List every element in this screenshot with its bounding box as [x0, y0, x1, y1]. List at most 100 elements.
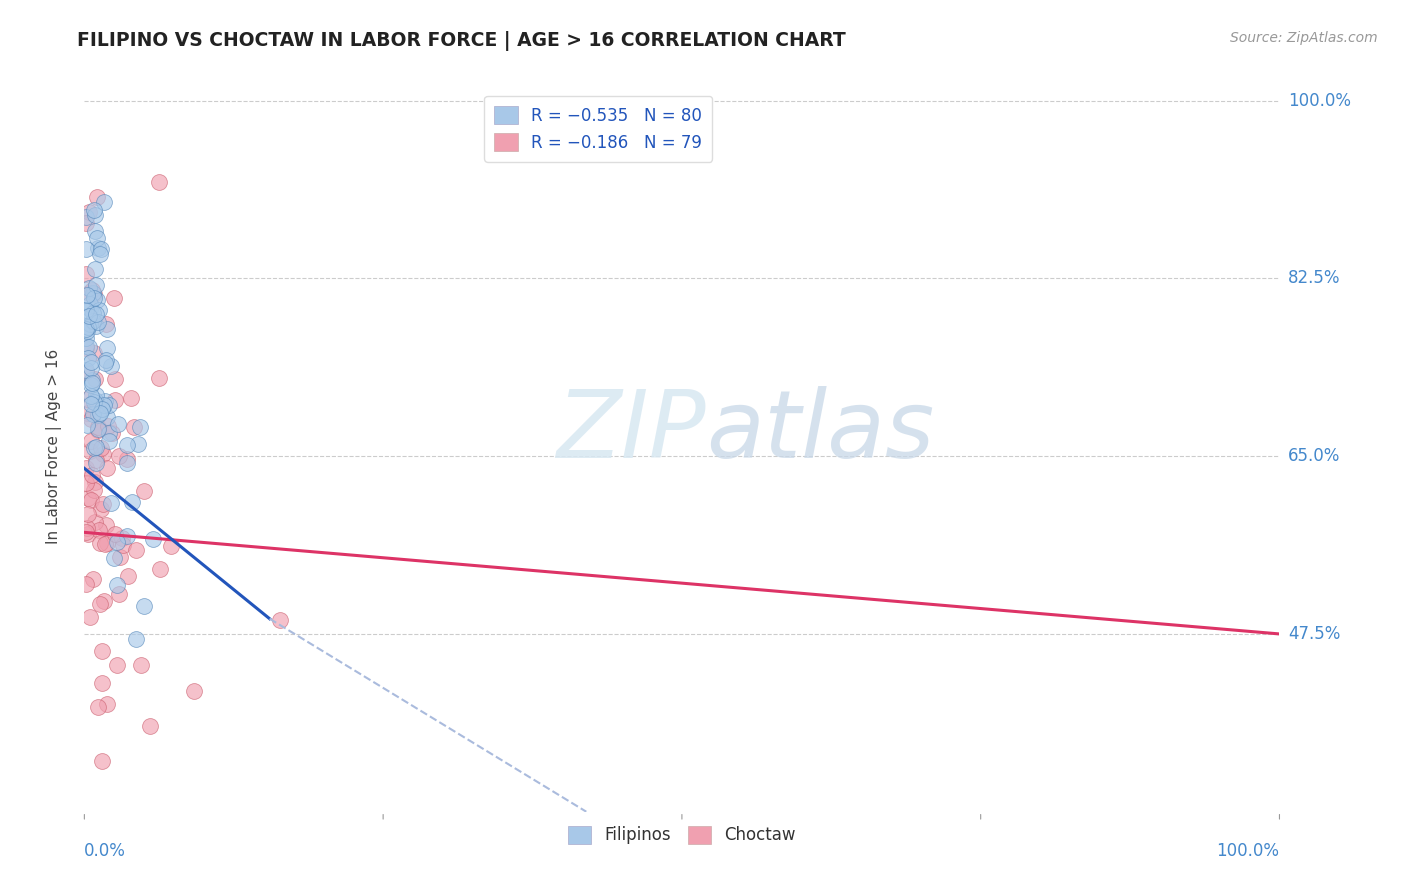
Point — [87, 241, 110, 255]
Point — [96, 341, 118, 355]
Point — [82, 313, 104, 327]
Point — [84, 475, 107, 490]
Point — [79, 297, 101, 311]
Point — [93, 393, 115, 408]
Text: In Labor Force | Age > 16: In Labor Force | Age > 16 — [46, 349, 62, 543]
Point — [77, 204, 100, 219]
Point — [75, 321, 97, 335]
Point — [86, 315, 108, 329]
Point — [76, 418, 98, 433]
Point — [76, 507, 98, 521]
Point — [96, 321, 118, 335]
Point — [80, 378, 103, 392]
Point — [107, 586, 129, 600]
Text: Source: ZipAtlas.com: Source: ZipAtlas.com — [1230, 31, 1378, 45]
Point — [80, 412, 103, 426]
Point — [100, 496, 122, 510]
Point — [80, 492, 103, 507]
Point — [93, 594, 115, 608]
Point — [77, 491, 100, 505]
Point — [86, 409, 108, 423]
Point — [103, 292, 125, 306]
Point — [84, 393, 107, 408]
Point — [79, 301, 101, 316]
Point — [142, 532, 165, 546]
Point — [90, 675, 112, 690]
Point — [84, 318, 107, 333]
Point — [121, 495, 143, 509]
Point — [122, 419, 145, 434]
Point — [75, 524, 97, 539]
Point — [80, 355, 103, 369]
Point — [96, 697, 118, 711]
Point — [80, 467, 103, 482]
Point — [96, 461, 118, 475]
Point — [84, 278, 107, 293]
Point — [84, 308, 107, 322]
Point — [160, 540, 183, 554]
Point — [105, 535, 128, 549]
Point — [134, 599, 156, 613]
Point — [87, 398, 110, 412]
Text: FILIPINO VS CHOCTAW IN LABOR FORCE | AGE > 16 CORRELATION CHART: FILIPINO VS CHOCTAW IN LABOR FORCE | AGE… — [77, 31, 846, 51]
Point — [125, 632, 148, 646]
Point — [91, 498, 114, 512]
Point — [79, 317, 101, 331]
Point — [82, 286, 104, 301]
Point — [149, 561, 172, 575]
Point — [91, 447, 114, 461]
Point — [87, 699, 110, 714]
Point — [77, 285, 100, 300]
Point — [82, 407, 104, 421]
Point — [86, 190, 108, 204]
Point — [90, 502, 112, 516]
Point — [93, 397, 115, 411]
Point — [77, 351, 100, 365]
Point — [120, 392, 142, 406]
Point — [83, 224, 105, 238]
Point — [84, 440, 107, 454]
Point — [96, 410, 118, 425]
Point — [76, 288, 98, 302]
Point — [89, 406, 111, 420]
Point — [75, 363, 97, 377]
Legend: Filipinos, Choctaw: Filipinos, Choctaw — [561, 819, 803, 851]
Point — [80, 389, 103, 403]
Point — [139, 719, 162, 733]
Point — [86, 452, 108, 467]
Point — [80, 361, 103, 376]
Point — [76, 406, 98, 420]
Text: 47.5%: 47.5% — [1288, 625, 1340, 643]
Point — [91, 754, 114, 768]
Point — [75, 577, 97, 591]
Point — [83, 483, 105, 497]
Point — [112, 538, 135, 552]
Point — [75, 303, 97, 318]
Point — [115, 452, 138, 467]
Point — [269, 614, 291, 628]
Point — [76, 527, 98, 541]
Point — [80, 434, 103, 449]
Point — [77, 340, 100, 354]
Point — [97, 419, 120, 434]
Point — [75, 338, 97, 352]
Text: atlas: atlas — [706, 386, 934, 477]
Point — [75, 331, 97, 345]
Point — [79, 444, 101, 458]
Point — [76, 392, 98, 406]
Point — [105, 577, 128, 591]
Point — [91, 644, 114, 658]
Point — [89, 536, 111, 550]
Point — [84, 208, 107, 222]
Point — [83, 287, 105, 301]
Point — [83, 291, 105, 305]
Point — [94, 352, 117, 367]
Point — [148, 175, 170, 189]
Point — [91, 401, 114, 416]
Point — [117, 529, 139, 543]
Point — [127, 437, 149, 451]
Point — [84, 262, 107, 277]
Point — [108, 549, 131, 564]
Point — [125, 542, 148, 557]
Point — [93, 195, 115, 210]
